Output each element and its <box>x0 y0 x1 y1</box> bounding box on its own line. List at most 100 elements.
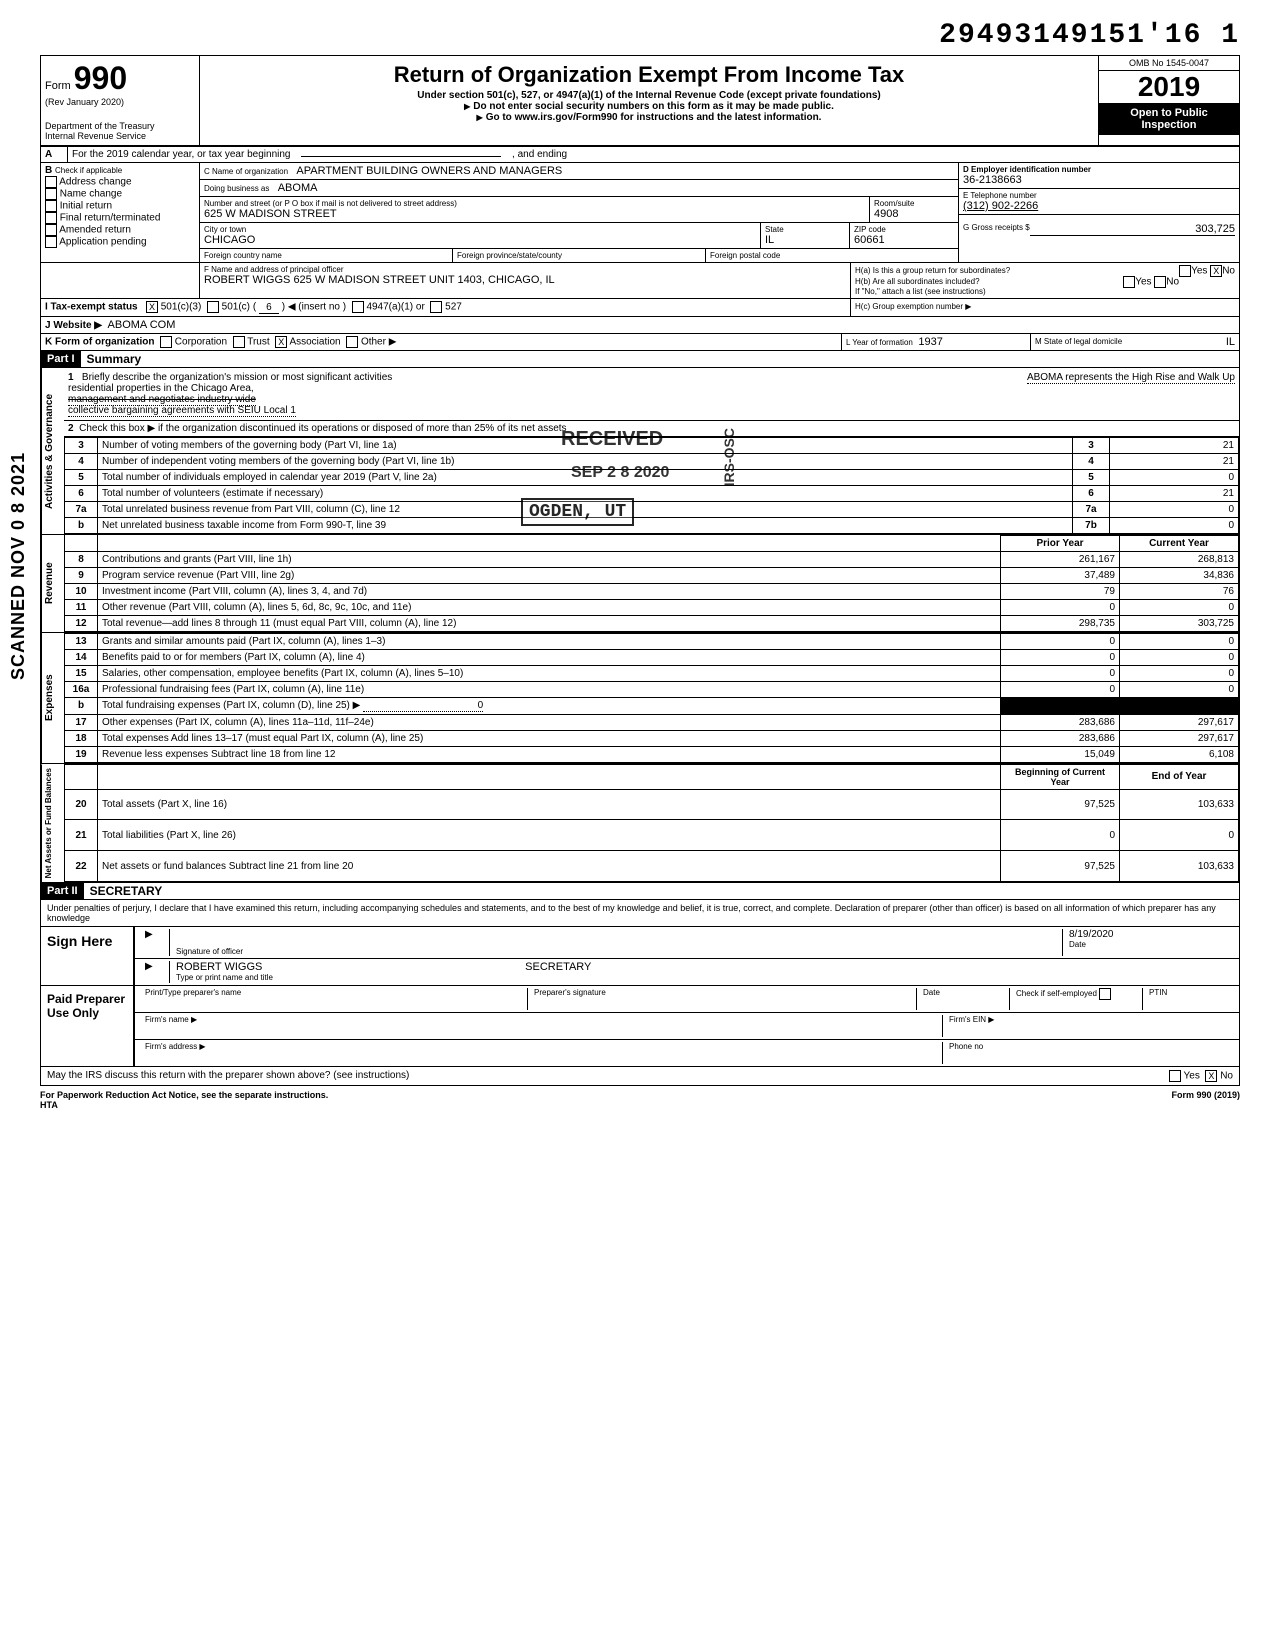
state-domicile: IL <box>1226 336 1235 348</box>
lbl-application-pending: Application pending <box>59 237 146 248</box>
tax-exempt-row: I Tax-exempt status X 501(c)(3) 501(c) (… <box>40 299 1240 317</box>
k-label: K Form of organization <box>45 336 154 347</box>
chk-corp[interactable] <box>160 336 172 348</box>
chk-trust[interactable] <box>233 336 245 348</box>
line-10-current: 76 <box>1120 583 1239 599</box>
mission-label: Briefly describe the organization's miss… <box>82 372 392 383</box>
chk-may-no[interactable]: X <box>1205 1070 1217 1082</box>
state-value: IL <box>765 234 845 246</box>
line2-text: Check this box ▶ if the organization dis… <box>79 423 566 434</box>
section-a-ending: , and ending <box>512 149 567 160</box>
lbl-final-return: Final return/terminated <box>60 213 161 224</box>
line-21: 21 <box>65 820 98 851</box>
chk-ha-no[interactable]: X <box>1210 265 1222 277</box>
line-20: 20 <box>65 789 98 820</box>
d-label: D Employer identification number <box>963 165 1091 174</box>
chk-501c3[interactable]: X <box>146 301 158 313</box>
vert-revenue: Revenue <box>41 535 64 632</box>
prep-date-label: Date <box>917 988 1010 1010</box>
chk-initial-return[interactable] <box>45 200 57 212</box>
line-6-value: 21 <box>1110 485 1239 501</box>
chk-hb-no[interactable] <box>1154 276 1166 288</box>
part2-header: Part II <box>41 883 84 899</box>
chk-name-change[interactable] <box>45 188 57 200</box>
chk-501c[interactable] <box>207 301 219 313</box>
g-label: G Gross receipts $ <box>963 223 1030 236</box>
part2-title: SECRETARY <box>84 884 163 898</box>
chk-may-yes[interactable] <box>1169 1070 1181 1082</box>
chk-amended-return[interactable] <box>45 224 57 236</box>
line-17-current: 297,617 <box>1120 714 1239 730</box>
document-id: 29493149151'16 1 <box>40 20 1240 51</box>
line-11-label: Other revenue (Part VIII, column (A), li… <box>98 599 1001 615</box>
chk-final-return[interactable] <box>45 212 57 224</box>
line-7a: 7a <box>65 501 98 517</box>
sign-here-label: Sign Here <box>41 927 135 985</box>
chk-self-employed[interactable] <box>1099 988 1111 1000</box>
sig-date: 8/19/2020 <box>1069 929 1229 940</box>
ein-value: 36-2138663 <box>963 174 1235 186</box>
line-15: 15 <box>65 665 98 681</box>
revenue-block: Revenue Prior Year Current Year 8Contrib… <box>40 535 1240 633</box>
line-11: 11 <box>65 599 98 615</box>
line-19-current: 6,108 <box>1120 746 1239 762</box>
c-paren-open: ( <box>253 302 256 313</box>
line-14-current: 0 <box>1120 649 1239 665</box>
line-16a-prior: 0 <box>1001 681 1120 697</box>
c-paren-close: ) ◀ (insert no ) <box>282 302 346 313</box>
chk-other[interactable] <box>346 336 358 348</box>
zip-label: ZIP code <box>854 225 954 234</box>
chk-application-pending[interactable] <box>45 236 57 248</box>
line-6: 6 <box>65 485 98 501</box>
chk-ha-yes[interactable] <box>1179 265 1191 277</box>
line-5-value: 0 <box>1110 469 1239 485</box>
line-9: 9 <box>65 567 98 583</box>
h-note: If "No," attach a list (see instructions… <box>855 287 1235 296</box>
part1-title: Summary <box>81 352 142 366</box>
line-b: b <box>65 697 98 714</box>
firm-name-label: Firm's name ▶ <box>139 1015 943 1037</box>
type-print-label: Type or print name and title <box>176 973 1229 982</box>
lbl-yes2: Yes <box>1135 277 1151 288</box>
c-name-label: C Name of organization <box>204 167 288 176</box>
chk-hb-yes[interactable] <box>1123 276 1135 288</box>
col-current: Current Year <box>1120 535 1239 551</box>
lbl-may-yes: Yes <box>1184 1071 1200 1082</box>
officer-block: F Name and address of principal officer … <box>40 263 1240 299</box>
chk-527[interactable] <box>430 301 442 313</box>
col-end: End of Year <box>1120 764 1239 789</box>
addr-label: Number and street (or P O box if mail is… <box>204 199 865 208</box>
chk-assoc[interactable]: X <box>275 336 287 348</box>
e-label: E Telephone number <box>963 191 1235 200</box>
line-9-prior: 37,489 <box>1001 567 1120 583</box>
zip-value: 60661 <box>854 234 954 246</box>
section-a-text: For the 2019 calendar year, or tax year … <box>72 149 290 160</box>
line-20-label: Total assets (Part X, line 16) <box>98 789 1001 820</box>
line-19: 19 <box>65 746 98 762</box>
chk-4947[interactable] <box>352 301 364 313</box>
line-22-current: 103,633 <box>1120 851 1239 882</box>
c-number: 6 <box>259 302 279 314</box>
line-15-prior: 0 <box>1001 665 1120 681</box>
i-label: I Tax-exempt status <box>45 302 138 313</box>
mission-3: management and negotiates industry wide <box>68 394 256 406</box>
line-17: 17 <box>65 714 98 730</box>
governance-table: 3Number of voting members of the governi… <box>64 437 1239 534</box>
klm-row: K Form of organization Corporation Trust… <box>40 334 1240 351</box>
foreign-province-label: Foreign province/state/county <box>453 249 706 262</box>
line-13-current: 0 <box>1120 633 1239 649</box>
check-self-label: Check if self-employed <box>1016 989 1097 998</box>
line-19-label: Revenue less expenses Subtract line 18 f… <box>98 746 1001 762</box>
year-prefix: 20 <box>1138 71 1169 102</box>
line-10: 10 <box>65 583 98 599</box>
chk-address-change[interactable] <box>45 176 57 188</box>
line-9-label: Program service revenue (Part VIII, line… <box>98 567 1001 583</box>
line-16a-label: Professional fundraising fees (Part IX, … <box>98 681 1001 697</box>
line-22-prior: 97,525 <box>1001 851 1120 882</box>
footer-left: For Paperwork Reduction Act Notice, see … <box>40 1090 328 1100</box>
mission-1: ABOMA represents the High Rise and Walk … <box>1027 372 1235 384</box>
line-14-prior: 0 <box>1001 649 1120 665</box>
state-label: State <box>765 225 845 234</box>
line-18-prior: 283,686 <box>1001 730 1120 746</box>
paid-preparer-block: Paid Preparer Use Only Print/Type prepar… <box>40 986 1240 1067</box>
